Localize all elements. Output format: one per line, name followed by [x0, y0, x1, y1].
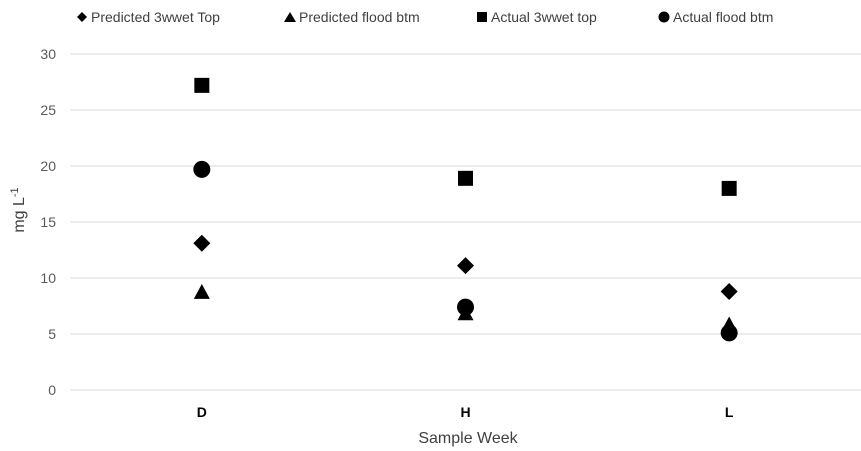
x-tick-label: H — [460, 404, 470, 420]
diamond-marker-icon — [77, 12, 87, 22]
triangle-marker-icon — [284, 12, 296, 22]
y-axis-title: mg L-1 — [9, 187, 28, 232]
legend-item-actual-3wwet-top: Actual 3wwet top — [477, 9, 597, 25]
svg-text:Actual 3wwet top: Actual 3wwet top — [491, 9, 597, 25]
circle-marker-icon — [658, 11, 670, 23]
svg-text:Predicted flood btm: Predicted flood btm — [299, 9, 420, 25]
diamond-point-l — [720, 282, 738, 300]
x-tick-label: L — [725, 404, 734, 420]
svg-text:Actual flood btm: Actual flood btm — [673, 9, 773, 25]
triangle-point-h — [457, 305, 474, 321]
legend-item-predicted-flood-btm: Predicted flood btm — [284, 9, 420, 25]
square-point-d — [194, 77, 210, 93]
x-axis-title: Sample Week — [418, 430, 518, 447]
diamond-point-h — [457, 257, 474, 275]
diamond-point-d — [193, 234, 211, 252]
y-tick-label: 10 — [40, 270, 56, 286]
triangle-point-d — [193, 284, 210, 299]
svg-text:Predicted 3wwet Top: Predicted 3wwet Top — [91, 9, 220, 25]
y-tick-labels: 0 5 10 15 20 25 30 — [40, 46, 56, 398]
y-tick-label: 25 — [40, 102, 56, 118]
data-markers — [193, 77, 738, 342]
legend-item-predicted-3wwet-top: Predicted 3wwet Top — [77, 9, 220, 25]
legend-item-actual-flood-btm: Actual flood btm — [658, 9, 773, 25]
y-tick-label: 5 — [48, 326, 56, 342]
legend: Predicted 3wwet Top Predicted flood btm … — [77, 9, 773, 25]
x-tick-label: D — [197, 404, 207, 420]
square-point-h — [458, 170, 473, 186]
circle-point-d — [193, 160, 211, 178]
y-tick-label: 15 — [40, 214, 56, 230]
y-tick-label: 0 — [48, 382, 56, 398]
square-marker-icon — [477, 12, 487, 22]
square-point-l — [721, 180, 737, 196]
y-tick-label: 30 — [40, 46, 56, 62]
gridlines — [70, 53, 861, 391]
triangle-point-l — [721, 316, 738, 332]
y-tick-label: 20 — [40, 158, 56, 174]
